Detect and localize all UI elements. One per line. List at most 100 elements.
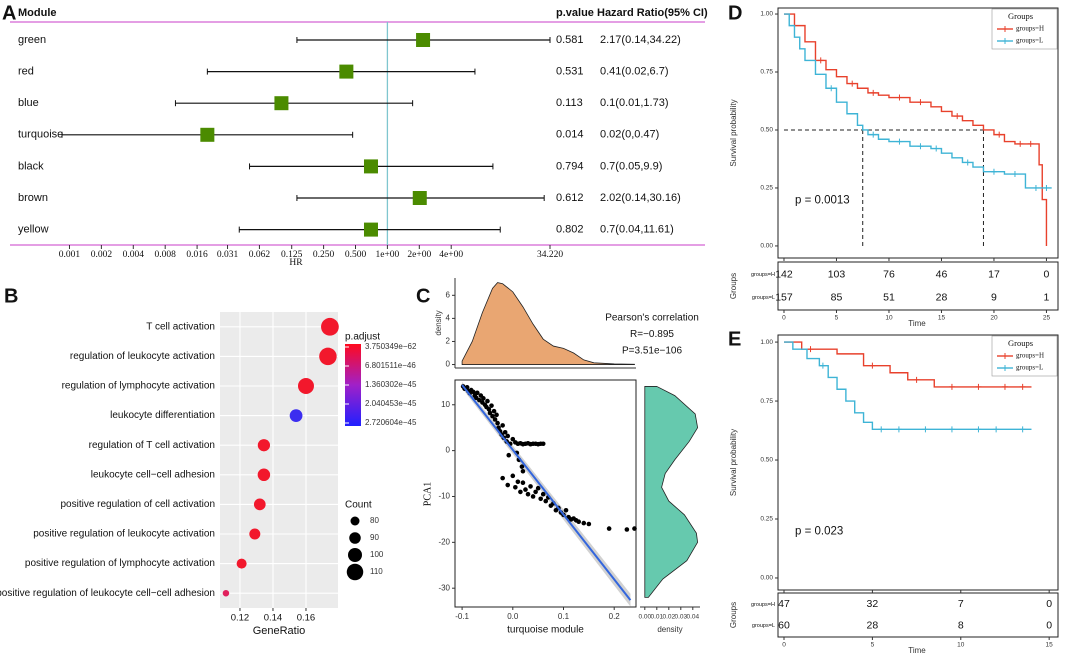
dot (257, 439, 271, 452)
hazard-ratio-label: 0.7(0.04,11.61) (600, 224, 674, 236)
legend: Groups groups=H groups=L (991, 335, 1058, 377)
censor-mark (1043, 184, 1050, 191)
censor-mark (964, 159, 971, 166)
risk-count: 0 (1046, 598, 1052, 610)
hazard-ratio-label: 0.7(0.05,9.9) (600, 160, 662, 172)
x-tick-label: 20 (990, 315, 998, 322)
point (513, 485, 518, 490)
hr-marker (200, 127, 215, 142)
x-tick-label: 0.2 (609, 612, 621, 621)
censor-mark (933, 145, 940, 152)
y-tick-label: regulation of leukocyte activation (70, 351, 215, 362)
risk-count: 142 (775, 268, 793, 280)
x-tick-label: 2e+00 (407, 250, 431, 260)
risk-count: 0 (1046, 619, 1052, 631)
plot-frame (777, 7, 1059, 259)
hazard-ratio-label: 2.17(0.14,34.22) (600, 34, 681, 46)
survival-curve (784, 341, 1032, 431)
censor-mark (922, 426, 929, 433)
point (487, 410, 493, 416)
y-tick-label: 1.00 (760, 339, 773, 346)
p-value: 0.581 (556, 34, 584, 46)
censor-mark (913, 376, 920, 383)
y-tick-label: 0.50 (760, 127, 773, 134)
point (530, 494, 536, 499)
y-tick-label: 0.25 (760, 516, 773, 523)
censor-mark (807, 346, 814, 353)
y-axis-label: Survival probability (729, 429, 738, 496)
p-value: 0.802 (556, 224, 584, 236)
censor-mark (948, 383, 955, 390)
colorbar-label: 6.801511e−46 (365, 361, 416, 370)
point (481, 396, 486, 401)
point (540, 491, 546, 497)
legend-title: Count (345, 500, 372, 511)
risk-row-label: groups=L (752, 295, 775, 301)
x-tick-label: 0.125 (281, 250, 303, 260)
legend-title: Groups (1008, 338, 1033, 348)
risk-table-title: Groups (729, 273, 738, 299)
colorbar (345, 344, 361, 426)
x-axis-label: density (657, 625, 682, 634)
censor-mark (895, 426, 902, 433)
hr-marker (363, 222, 378, 237)
dot (253, 498, 266, 511)
density-area (644, 386, 699, 598)
risk-table-frame (777, 592, 1059, 638)
point (535, 485, 541, 491)
point (500, 423, 505, 428)
y-tick-label: regulation of lymphocyte activation (62, 381, 215, 392)
point (538, 496, 543, 502)
hr-marker (274, 96, 289, 111)
point (624, 527, 630, 532)
dot (289, 409, 303, 422)
point (515, 479, 521, 485)
x-axis-label: GeneRatio (253, 625, 306, 637)
annotation: R=−0.895 (630, 329, 674, 340)
y-axis-label: PCA1 (422, 482, 433, 506)
column-header: Hazard Ratio(95% CI) (597, 7, 708, 19)
risk-count: 28 (867, 619, 879, 631)
x-tick-label: 0 (782, 642, 786, 649)
risk-count: 7 (958, 598, 964, 610)
point (502, 429, 508, 435)
point (540, 441, 546, 447)
censor-mark (917, 143, 924, 150)
legend-label: groups=H (1016, 352, 1044, 360)
y-tick-label: positive regulation of leukocyte activat… (33, 529, 215, 540)
point (475, 390, 480, 396)
x-tick-label: 0.250 (313, 250, 335, 260)
panel-label: E (728, 328, 741, 350)
module-name: red (18, 66, 34, 78)
risk-count: 1 (1044, 291, 1050, 303)
dot (222, 589, 230, 597)
censor-mark (996, 131, 1003, 138)
hazard-ratio-label: 0.02(0,0.47) (600, 129, 659, 141)
y-tick-label: 6 (446, 290, 451, 299)
x-tick-label: 0.00 (638, 614, 651, 621)
x-tick-label: 0.14 (264, 613, 283, 624)
x-tick-label: 1e+00 (375, 250, 399, 260)
x-tick-label: 34.220 (537, 250, 563, 260)
point (506, 452, 512, 458)
x-tick-label: 10 (885, 315, 893, 322)
size-label: 110 (370, 567, 383, 576)
x-axis-label: Time (908, 319, 926, 328)
module-name: brown (18, 192, 48, 204)
x-tick-label: 5 (835, 315, 839, 322)
point (520, 468, 526, 474)
x-tick-label: 0.12 (231, 613, 250, 624)
x-tick-label: 0.02 (662, 614, 675, 621)
module-name: yellow (18, 224, 49, 236)
risk-count: 17 (988, 268, 1000, 280)
legend-title: Groups (1008, 11, 1033, 21)
y-tick-label: 0 (446, 360, 451, 369)
point (543, 498, 549, 504)
point (485, 398, 490, 404)
hr-marker (412, 191, 427, 205)
point (518, 489, 523, 495)
colorbar-label: 3.750349e−62 (365, 342, 417, 351)
censor-mark (1032, 184, 1039, 191)
point (519, 464, 525, 469)
y-tick-label: regulation of T cell activation (89, 440, 215, 451)
